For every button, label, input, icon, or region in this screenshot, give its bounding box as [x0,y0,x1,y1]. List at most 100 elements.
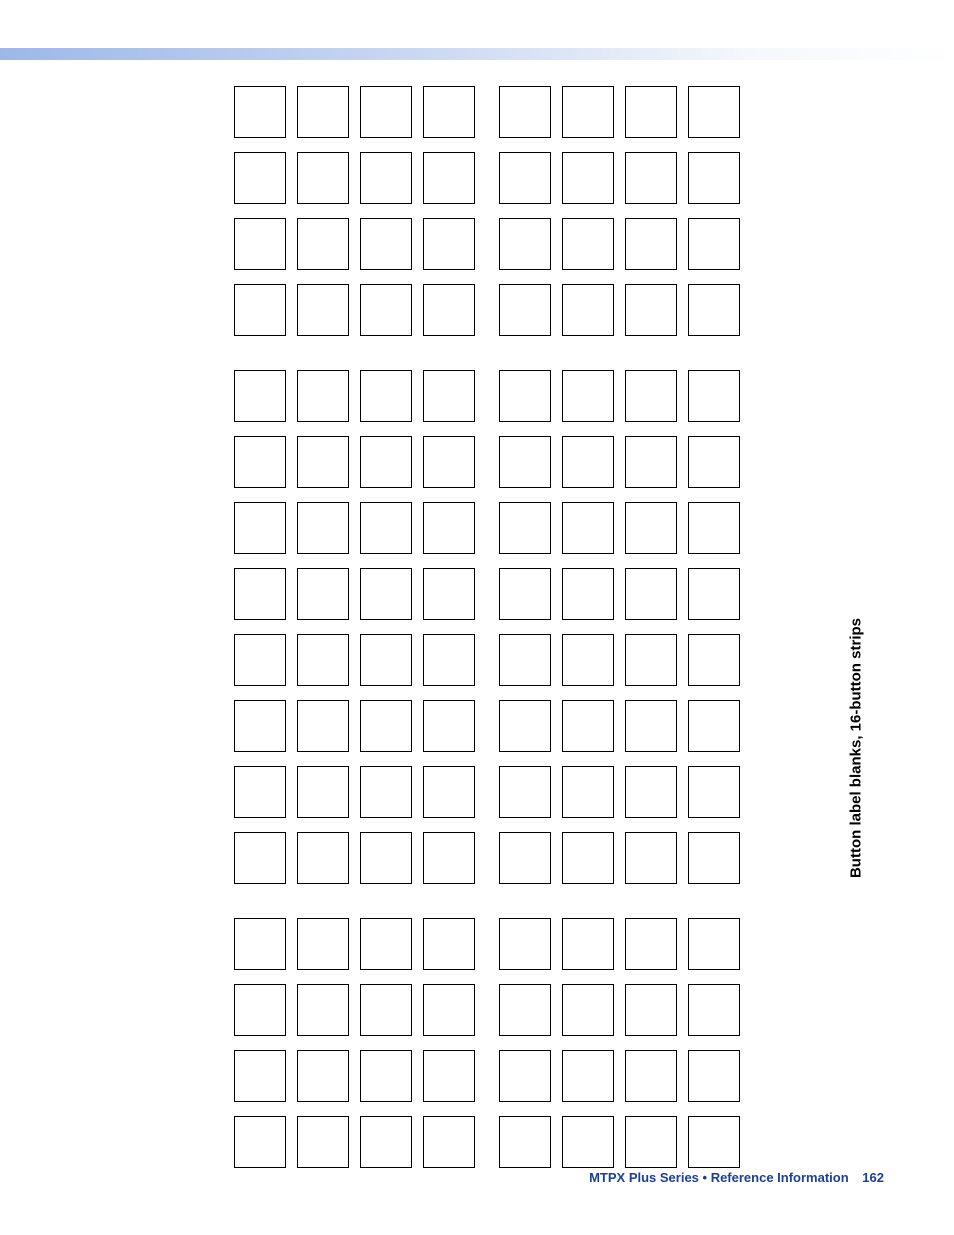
label-cell [562,984,614,1036]
label-cell [234,284,286,336]
label-cell [234,700,286,752]
label-cell [499,370,551,422]
label-cell [297,436,349,488]
label-cell [234,568,286,620]
label-cell [625,370,677,422]
label-row [234,152,752,204]
label-cell [499,568,551,620]
label-cell [688,568,740,620]
label-cell [360,766,412,818]
label-row [234,86,752,138]
label-row [234,1116,752,1168]
label-cell [499,700,551,752]
label-cell [625,984,677,1036]
label-cell [423,568,475,620]
label-cell [297,1050,349,1102]
footer-page-number: 162 [862,1170,884,1185]
label-cell [360,634,412,686]
label-cell [625,284,677,336]
label-cell [423,832,475,884]
label-row [234,832,752,884]
label-cell [499,984,551,1036]
label-cell [423,86,475,138]
label-cell [297,766,349,818]
label-cell [688,1116,740,1168]
footer-title: MTPX Plus Series • Reference Information [589,1170,849,1185]
label-cell [688,766,740,818]
label-cell [688,218,740,270]
label-cell [499,284,551,336]
label-cell [360,1050,412,1102]
label-cell [360,86,412,138]
label-cell [562,218,614,270]
label-row [234,218,752,270]
label-cell [562,1116,614,1168]
label-cell [360,984,412,1036]
label-cell [360,152,412,204]
label-cell [688,502,740,554]
label-cell [688,700,740,752]
label-cell [297,918,349,970]
label-cell [499,86,551,138]
label-cell [499,502,551,554]
label-cell [297,984,349,1036]
label-group [234,918,752,1168]
label-cell [360,502,412,554]
label-cell [688,918,740,970]
label-cell [423,1050,475,1102]
label-row [234,1050,752,1102]
label-cell [625,152,677,204]
page-footer: MTPX Plus Series • Reference Information… [0,1170,954,1185]
label-cell [625,832,677,884]
label-row [234,568,752,620]
label-cell [499,918,551,970]
label-cell [625,218,677,270]
label-cell [499,1116,551,1168]
label-cell [297,634,349,686]
label-cell [499,218,551,270]
label-cell [562,1050,614,1102]
label-cell [625,568,677,620]
label-cell [360,436,412,488]
label-cell [360,918,412,970]
label-cell [562,766,614,818]
label-cell [562,568,614,620]
label-cell [297,86,349,138]
label-cell [688,832,740,884]
label-cell [423,634,475,686]
label-cell [625,634,677,686]
label-cell [562,634,614,686]
label-cell [499,766,551,818]
label-cell [625,502,677,554]
label-cell [688,86,740,138]
label-cell [297,568,349,620]
label-cell [625,86,677,138]
label-cell [234,370,286,422]
label-cell [562,832,614,884]
label-cell [234,766,286,818]
label-cell [562,918,614,970]
label-cell [360,700,412,752]
label-cell [297,502,349,554]
label-cell [297,284,349,336]
button-label-grid [234,86,752,1168]
label-row [234,918,752,970]
label-row [234,370,752,422]
label-cell [499,634,551,686]
label-cell [423,284,475,336]
label-cell [562,152,614,204]
label-cell [297,152,349,204]
label-cell [625,1116,677,1168]
label-cell [423,152,475,204]
label-cell [562,284,614,336]
label-cell [234,984,286,1036]
label-cell [297,218,349,270]
label-cell [360,370,412,422]
label-cell [360,1116,412,1168]
label-group [234,86,752,336]
label-cell [297,1116,349,1168]
label-cell [562,370,614,422]
label-cell [360,568,412,620]
label-cell [234,218,286,270]
side-caption: Button label blanks, 16-button strips [848,618,865,878]
